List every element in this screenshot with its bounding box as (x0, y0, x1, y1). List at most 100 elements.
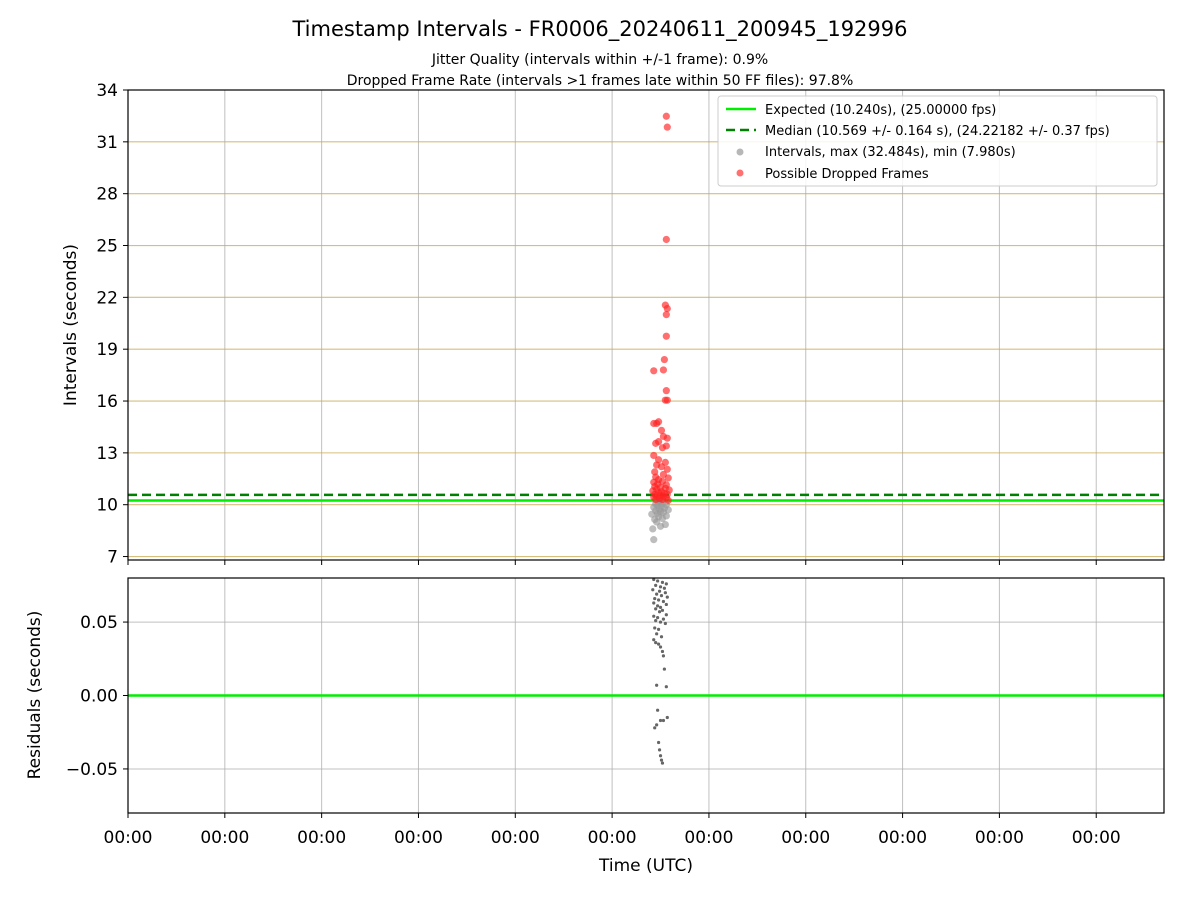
residual-point (655, 723, 659, 727)
residual-point (654, 583, 658, 587)
residual-point (654, 641, 658, 645)
intervals-points (648, 112, 673, 544)
residual-point (663, 621, 667, 626)
residual-point (656, 604, 660, 608)
residual-point (657, 610, 662, 614)
residual-point (653, 726, 657, 730)
residual-point (656, 616, 660, 620)
intervals-x-ticks (127, 560, 1097, 565)
x-axis-label: Time (UTC) (598, 856, 693, 876)
legend-median-label: Median (10.569 +/- 0.164 s), (24.22182 +… (765, 124, 1110, 139)
residual-point (659, 635, 664, 639)
legend-box (717, 95, 1158, 187)
dropped-frame-point (663, 434, 671, 442)
x-tick-label: 00:00 (200, 828, 249, 848)
dropped-frame-point (650, 451, 658, 460)
residuals-y-tick-label: 0.05 (80, 613, 118, 633)
residual-point (658, 620, 663, 624)
residual-point (660, 649, 665, 654)
intervals-y-ticks: 7 10 13 16 19 22 25 28 31 34 (96, 81, 128, 568)
residual-point (660, 761, 665, 765)
residual-point (656, 598, 661, 602)
x-tick-label: 00:00 (781, 828, 830, 848)
residual-point (658, 754, 663, 758)
dropped-frame-point (662, 112, 670, 120)
residual-point (659, 594, 664, 598)
x-tick-label: 00:00 (104, 828, 153, 848)
residual-point (652, 577, 656, 582)
intervals-y-tick-label: 31 (96, 133, 118, 153)
residual-point (658, 718, 663, 723)
dropped-frame-point (663, 123, 671, 131)
dropped-frame-point (658, 495, 667, 504)
intervals-y-tick-label: 13 (96, 444, 118, 464)
residual-point (665, 595, 669, 599)
residual-point (656, 579, 660, 583)
dropped-frame-point (653, 419, 661, 428)
intervals-y-tick-label: 16 (96, 392, 118, 412)
residual-point (654, 618, 658, 623)
residuals-panel: −0.050.000.05 00:00 00:00 00:00 00:00 00:00 0… (25, 577, 1165, 876)
residual-point (664, 582, 668, 586)
residual-point (652, 614, 656, 618)
intervals-y-tick-label: 22 (96, 288, 118, 308)
interval-point (650, 536, 658, 544)
chart-subtitle-2: Dropped Frame Rate (intervals >1 frames … (347, 73, 854, 89)
dropped-frame-point (663, 396, 671, 404)
residual-point (658, 585, 663, 589)
intervals-y-tick-label: 19 (96, 340, 118, 360)
residual-point (656, 627, 661, 632)
residual-point (652, 601, 656, 605)
residuals-y-tick-label: 0.00 (80, 687, 118, 707)
residual-point (664, 613, 668, 617)
legend-dropped-marker (736, 169, 744, 177)
dropped-frame-point (662, 387, 670, 395)
x-tick-label: 00:00 (588, 828, 637, 848)
residual-point (662, 586, 666, 590)
legend-intervals-marker (736, 148, 744, 156)
x-tick-label: 00:00 (491, 828, 540, 848)
intervals-y-axis-label: Intervals (seconds) (61, 244, 81, 406)
residual-point (653, 596, 657, 601)
dropped-frame-point (659, 366, 668, 374)
residual-point (657, 748, 662, 752)
dropped-frame-point (650, 367, 658, 375)
dropped-frame-point (662, 311, 670, 319)
residual-point (661, 654, 666, 658)
intervals-reference-lines (128, 493, 1164, 502)
x-tick-label: 00:00 (1072, 828, 1121, 848)
residual-point (651, 588, 655, 592)
residuals-points (651, 577, 669, 765)
residuals-y-axis-label: Residuals (seconds) (25, 611, 45, 780)
residual-point (663, 591, 667, 595)
x-tick-label: 00:00 (975, 828, 1024, 848)
residual-point (659, 758, 664, 762)
dropped-frame-point (662, 332, 670, 340)
residual-point (661, 599, 666, 604)
residual-point (664, 602, 668, 607)
residuals-x-ticks: 00:00 00:00 00:00 00:00 00:00 00:00 00:00 00:00… (104, 813, 1121, 848)
interval-point (649, 525, 657, 533)
intervals-y-tick-label: 34 (96, 81, 118, 101)
dropped-frame-point (657, 463, 666, 471)
legend-intervals-label: Intervals, max (32.484s), min (7.980s) (765, 145, 1016, 160)
dropped-frame-point (663, 304, 671, 313)
dropped-frame-point (652, 495, 660, 504)
intervals-plot-frame (127, 89, 1165, 561)
x-tick-label: 00:00 (297, 828, 346, 848)
residual-point (658, 645, 663, 649)
dropped-frame-point (663, 465, 671, 473)
residuals-y-ticks: −0.05 0.00 0.05 (66, 613, 128, 780)
dropped-frame-point (664, 474, 672, 482)
dropped-frame-point (660, 355, 668, 364)
chart-title: Timestamp Intervals - FR0006_20240611_20… (291, 17, 907, 42)
interval-point (661, 520, 669, 529)
dropped-frame-point (658, 444, 667, 452)
residual-point (656, 708, 660, 712)
residual-point (654, 607, 658, 611)
intervals-y-tick-label: 28 (96, 185, 118, 205)
dropped-frame-point (652, 439, 660, 447)
